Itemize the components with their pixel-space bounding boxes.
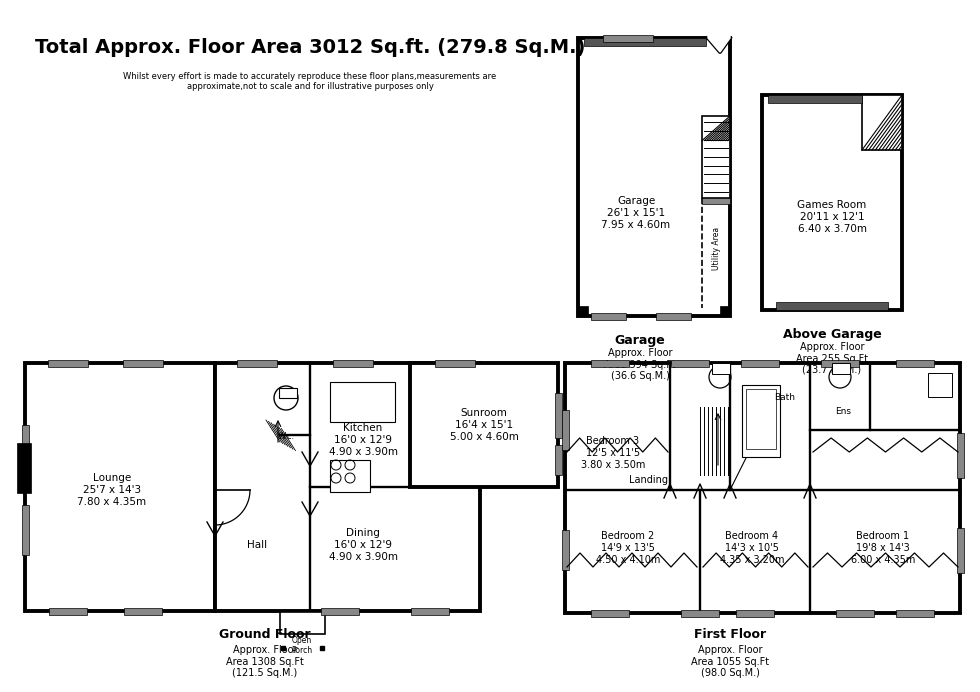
Bar — [591, 360, 629, 367]
Bar — [555, 445, 562, 475]
Polygon shape — [708, 35, 730, 52]
Text: Garage: Garage — [614, 334, 665, 347]
Bar — [591, 610, 629, 617]
Text: Ground Floor: Ground Floor — [220, 628, 311, 641]
Bar — [555, 392, 562, 437]
Text: Bedroom 4
14'3 x 10'5
4.35 x 3.20m: Bedroom 4 14'3 x 10'5 4.35 x 3.20m — [719, 531, 784, 565]
Bar — [862, 95, 902, 150]
Bar — [836, 610, 874, 617]
Text: Bedroom 2
14'9 x 13'5
4.50 x 4.10m: Bedroom 2 14'9 x 13'5 4.50 x 4.10m — [596, 531, 661, 565]
Bar — [49, 608, 87, 614]
Text: Above Garage: Above Garage — [783, 328, 881, 341]
Bar — [565, 363, 960, 613]
Bar — [25, 363, 215, 611]
Bar — [280, 612, 325, 634]
Bar — [776, 302, 888, 310]
Bar — [22, 505, 28, 555]
Text: Games Room
20'11 x 12'1
6.40 x 3.70m: Games Room 20'11 x 12'1 6.40 x 3.70m — [798, 201, 866, 234]
Text: Bath: Bath — [774, 392, 796, 401]
Bar — [48, 360, 88, 367]
Text: Kitchen
16'0 x 12'9
4.90 x 3.90m: Kitchen 16'0 x 12'9 4.90 x 3.90m — [328, 424, 398, 457]
Text: Approx. Floor
Area 255 Sq.Ft
(23.7 Sq.M.): Approx. Floor Area 255 Sq.Ft (23.7 Sq.M.… — [796, 342, 868, 375]
Bar — [821, 360, 859, 367]
Text: Hall: Hall — [247, 540, 268, 550]
Bar — [22, 425, 28, 475]
Bar — [742, 385, 780, 457]
Bar — [832, 363, 850, 374]
Bar — [671, 360, 709, 367]
Bar — [123, 360, 163, 367]
Bar — [562, 410, 568, 450]
Text: Lounge
25'7 x 14'3
7.80 x 4.35m: Lounge 25'7 x 14'3 7.80 x 4.35m — [77, 473, 147, 507]
Text: Utility Area: Utility Area — [711, 226, 720, 270]
Bar — [578, 306, 588, 316]
Bar — [956, 432, 963, 477]
Text: Landing: Landing — [628, 475, 667, 485]
Bar — [321, 608, 359, 614]
Bar — [736, 610, 774, 617]
Text: Bedroom 3
12'5 x 11'5
3.80 x 3.50m: Bedroom 3 12'5 x 11'5 3.80 x 3.50m — [581, 437, 645, 470]
Text: First Floor: First Floor — [694, 628, 766, 641]
Text: Dining
16'0 x 12'9
4.90 x 3.90m: Dining 16'0 x 12'9 4.90 x 3.90m — [328, 529, 398, 562]
Bar — [741, 360, 779, 367]
Bar — [956, 527, 963, 572]
Bar — [928, 373, 952, 397]
Text: Bedroom 1
19'8 x 14'3
6.00 x 4.35m: Bedroom 1 19'8 x 14'3 6.00 x 4.35m — [851, 531, 915, 565]
Bar — [124, 608, 162, 614]
Bar — [584, 38, 706, 46]
Bar — [237, 360, 277, 367]
Text: Approx. Floor
Area 394 Sq.Ft
(36.6 Sq.M.): Approx. Floor Area 394 Sq.Ft (36.6 Sq.M.… — [604, 348, 676, 381]
Bar — [215, 363, 480, 611]
Bar — [896, 360, 934, 367]
Text: Approx. Floor
Area 1055 Sq.Ft
(98.0 Sq.M.): Approx. Floor Area 1055 Sq.Ft (98.0 Sq.M… — [691, 645, 769, 678]
Bar — [435, 360, 475, 367]
Bar — [702, 198, 730, 204]
Bar — [411, 608, 449, 614]
Bar — [603, 35, 653, 42]
Bar — [768, 95, 862, 103]
Text: Approx. Floor
Area 1308 Sq.Ft
(121.5 Sq.M.): Approx. Floor Area 1308 Sq.Ft (121.5 Sq.… — [226, 645, 304, 678]
Bar — [720, 306, 730, 316]
Text: Garage
26'1 x 15'1
7.95 x 4.60m: Garage 26'1 x 15'1 7.95 x 4.60m — [602, 197, 670, 230]
Bar — [279, 388, 297, 398]
Text: Whilst every effort is made to accurately reproduce these floor plans,measuremen: Whilst every effort is made to accuratel… — [123, 72, 497, 91]
Text: Total Approx. Floor Area 3012 Sq.ft. (279.8 Sq.M.): Total Approx. Floor Area 3012 Sq.ft. (27… — [35, 38, 585, 57]
Text: Open
Porch: Open Porch — [291, 636, 313, 655]
Bar — [562, 530, 568, 570]
Bar — [896, 610, 934, 617]
Bar — [746, 389, 776, 449]
Text: Sunroom
16'4 x 15'1
5.00 x 4.60m: Sunroom 16'4 x 15'1 5.00 x 4.60m — [450, 408, 518, 441]
Bar — [333, 360, 373, 367]
Bar — [762, 95, 902, 310]
Text: W.c.: W.c. — [277, 432, 295, 441]
Bar — [330, 460, 370, 492]
Text: Ens: Ens — [835, 408, 851, 417]
Bar — [712, 363, 730, 374]
Bar — [702, 116, 730, 198]
Bar — [681, 610, 719, 617]
Bar — [410, 363, 558, 487]
Bar — [591, 313, 625, 320]
Bar — [656, 313, 691, 320]
Bar — [17, 443, 31, 493]
Bar — [330, 382, 395, 422]
Bar — [578, 38, 730, 316]
